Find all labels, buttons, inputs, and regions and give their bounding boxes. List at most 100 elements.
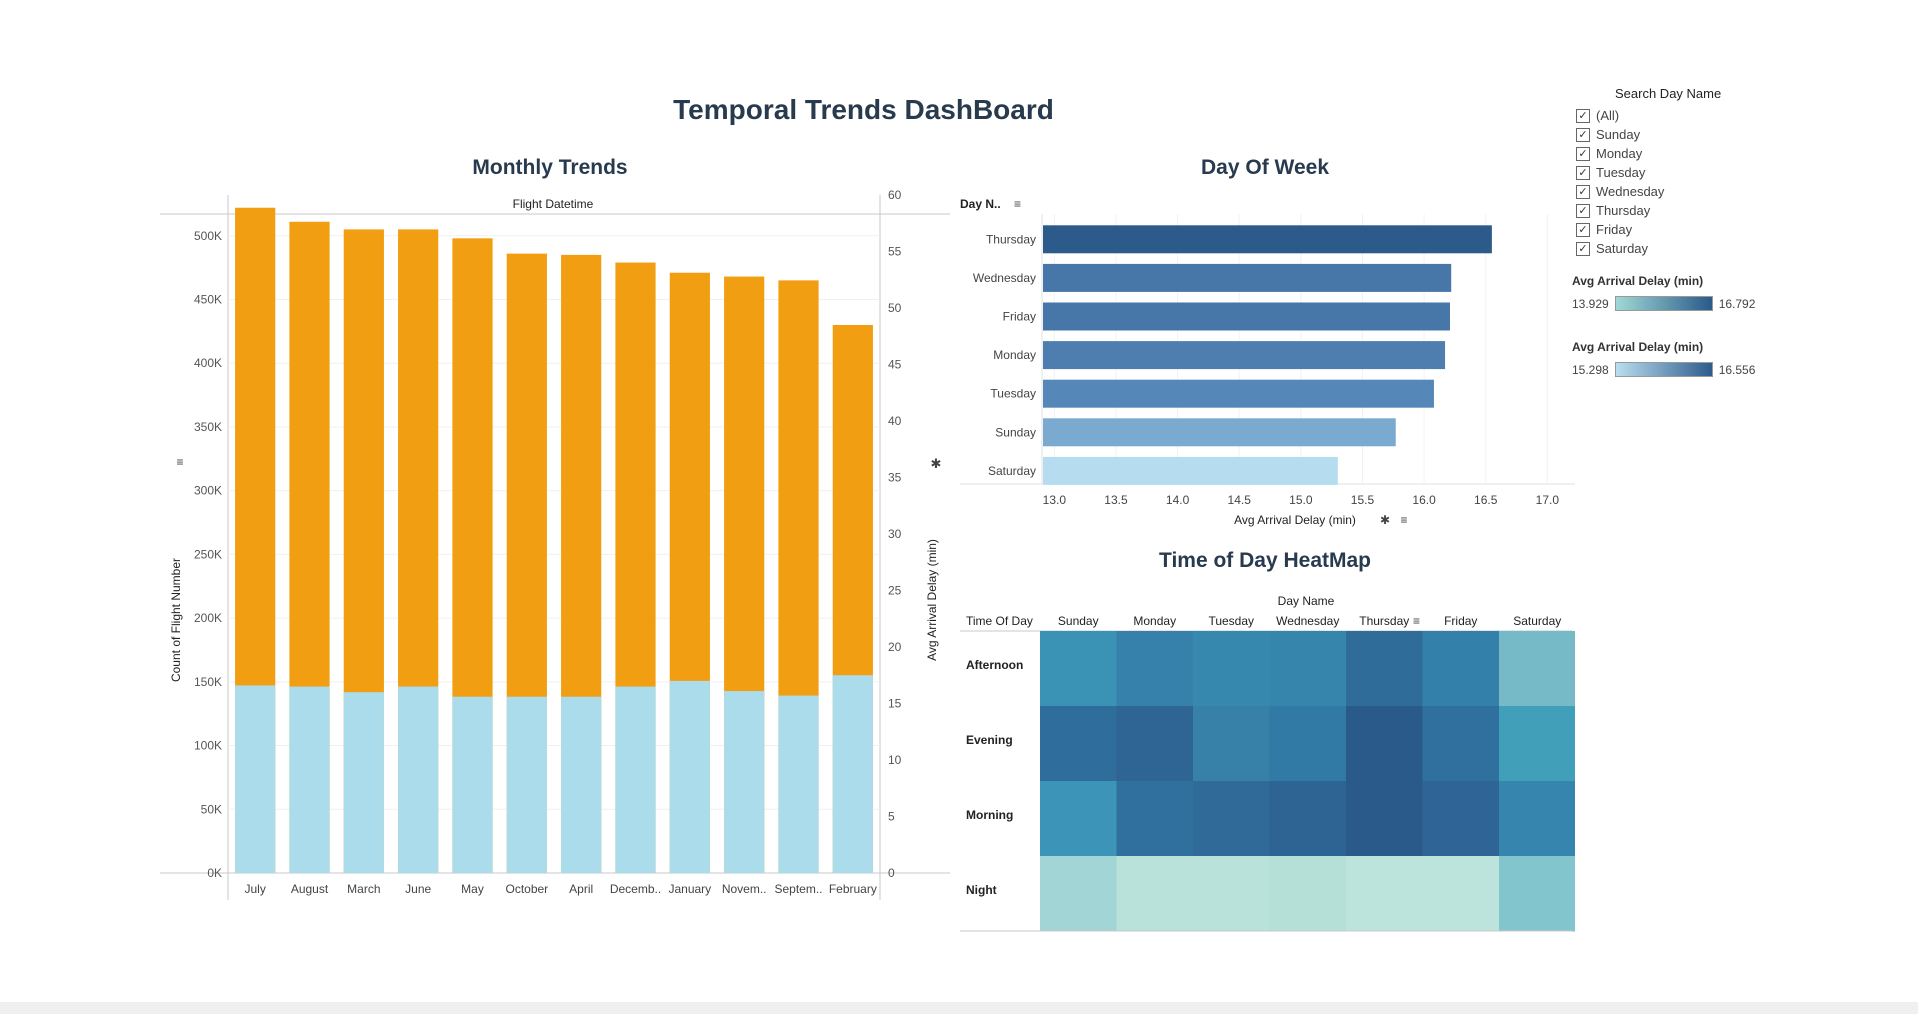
filter-option[interactable]: ✓ Sunday [1576,125,1812,144]
y2-tick-label: 30 [888,527,902,541]
heat-cell [1422,781,1500,857]
x-tick-label: 16.0 [1412,493,1436,507]
checkbox-icon[interactable]: ✓ [1576,203,1590,218]
month-label: October [505,882,548,896]
x-tick-label: 14.0 [1166,493,1190,507]
month-label: Novem.. [722,882,767,896]
column-label: Tuesday [1208,614,1254,628]
bar-avg-delay [343,692,384,873]
y-tick-label: 300K [194,484,222,498]
filter-option-label: Sunday [1596,127,1641,142]
month-label: May [461,882,484,896]
bar-avg-delay [452,696,493,873]
heat-cell [1269,856,1347,932]
monthly-trends-title: Monthly Trends [472,156,628,179]
y2-tick-label: 50 [888,301,902,315]
y-tick-label: 250K [194,547,222,561]
heat-cell [1116,781,1194,857]
filter-option-label: Thursday [1596,203,1651,218]
heat-cell [1422,856,1500,932]
monthly-trends-chart: Flight Datetime 0K50K100K150K200K250K300… [160,190,950,900]
bar-avg-delay [669,680,710,873]
heat-cell [1193,631,1270,707]
month-label: August [291,882,329,896]
y-tick-label: 150K [194,675,222,689]
checkbox-icon[interactable]: ✓ [1576,184,1590,199]
y2-tick-label: 0 [888,866,895,880]
y2-tick-label: 20 [888,640,902,654]
x-tick-label: 15.0 [1289,493,1313,507]
column-label: Friday [1444,614,1477,628]
y-tick-label: 0K [207,866,222,880]
pin-icon[interactable]: ✱ [931,456,942,471]
heatmap-chart: Day Name Time Of Day Sunday Monday Tuesday… [960,594,1575,932]
month-label: April [569,882,593,896]
filter-option[interactable]: ✓ (All) [1576,106,1812,125]
x-tick-label: 17.0 [1536,493,1560,507]
filter-option[interactable]: ✓ Monday [1576,144,1812,163]
row-label: Evening [966,733,1013,747]
bar-monday [1043,341,1446,370]
pin-icon[interactable]: ✱ [1380,513,1390,527]
month-label: March [347,882,380,896]
checkbox-icon[interactable]: ✓ [1576,127,1590,142]
bar-thursday [1043,225,1492,254]
bar-friday [1043,302,1450,331]
heatmap-cells [1040,631,1575,932]
heat-cell [1193,706,1270,782]
y2-tick-label: 25 [888,584,902,598]
heat-cell [1422,631,1500,707]
checkbox-icon[interactable]: ✓ [1576,146,1590,161]
filter-option[interactable]: ✓ Friday [1576,220,1812,239]
filter-option-label: Friday [1596,222,1633,237]
x-tick-label: 14.5 [1228,493,1252,507]
day-label: Wednesday [973,271,1036,285]
bar-avg-delay [778,695,819,873]
month-label: Septem.. [774,882,822,896]
filter-option-label: (All) [1596,108,1620,123]
right-axis-ticks: 0 5 10 15 20 25 30 35 40 45 50 55 60 [888,190,902,880]
legend-2-title: Avg Arrival Delay (min) [1572,340,1704,354]
sort-icon[interactable]: ≡ [1413,614,1420,628]
monthly-bars [235,207,873,874]
bar-sunday [1043,418,1396,447]
bar-wednesday [1043,263,1452,292]
heatmap-title: Time of Day HeatMap [1159,549,1371,572]
bar-avg-delay [615,686,656,873]
filter-option[interactable]: ✓ Wednesday [1576,182,1812,201]
checkbox-icon[interactable]: ✓ [1576,108,1590,123]
sort-icon[interactable]: ≡ [1014,197,1021,211]
heatmap-row-labels: Afternoon Evening Morning Night [966,658,1023,897]
y2-tick-label: 45 [888,358,902,372]
heat-cell [1193,781,1270,857]
sort-icon[interactable]: ≡ [1400,513,1407,527]
y-tick-label: 400K [194,356,222,370]
column-label: Sunday [1058,614,1099,628]
checkbox-icon[interactable]: ✓ [1576,241,1590,256]
day-label: Sunday [995,425,1036,439]
bar-tuesday [1043,379,1434,408]
sort-icon[interactable]: ≡ [176,455,183,469]
heat-cell [1499,856,1575,932]
column-label: Wednesday [1276,614,1339,628]
heat-cell [1499,631,1575,707]
month-label: January [668,882,711,896]
bar-avg-delay [506,696,547,873]
day-label: Monday [993,348,1036,362]
filter-option-label: Tuesday [1596,165,1646,180]
filter-option[interactable]: ✓ Thursday [1576,201,1812,220]
heat-cell [1269,706,1347,782]
column-label: Saturday [1513,614,1561,628]
checkbox-icon[interactable]: ✓ [1576,165,1590,180]
x-tick-label: 15.5 [1351,493,1375,507]
y-tick-label: 500K [194,229,222,243]
column-label: Thursday [1359,614,1409,628]
filter-option[interactable]: ✓ Tuesday [1576,163,1812,182]
day-of-week-title: Day Of Week [1201,156,1329,179]
dashboard-title: Temporal Trends DashBoard [673,94,1054,125]
legend-2-max: 16.556 [1718,362,1756,377]
heat-cell [1040,856,1117,932]
filter-option[interactable]: ✓ Saturday [1576,239,1812,258]
checkbox-icon[interactable]: ✓ [1576,222,1590,237]
day-label: Tuesday [990,387,1036,401]
